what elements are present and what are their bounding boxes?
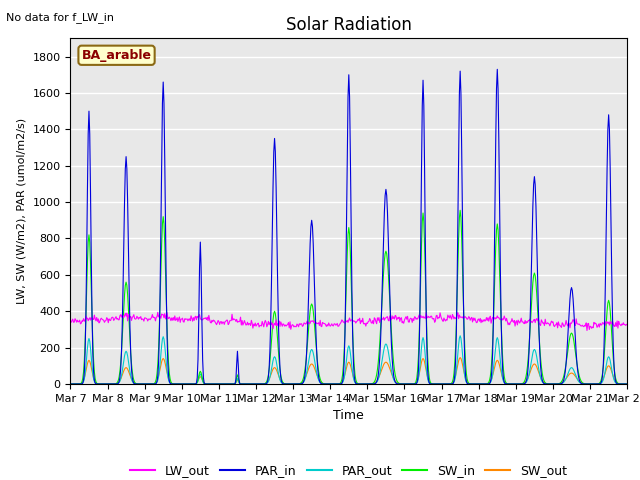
- Y-axis label: LW, SW (W/m2), PAR (umol/m2/s): LW, SW (W/m2), PAR (umol/m2/s): [17, 118, 27, 304]
- Title: Solar Radiation: Solar Radiation: [286, 16, 412, 34]
- X-axis label: Time: Time: [333, 409, 364, 422]
- Legend: LW_out, PAR_in, PAR_out, SW_in, SW_out: LW_out, PAR_in, PAR_out, SW_in, SW_out: [125, 459, 572, 480]
- Text: BA_arable: BA_arable: [81, 49, 152, 62]
- Text: No data for f_LW_in: No data for f_LW_in: [6, 12, 115, 23]
